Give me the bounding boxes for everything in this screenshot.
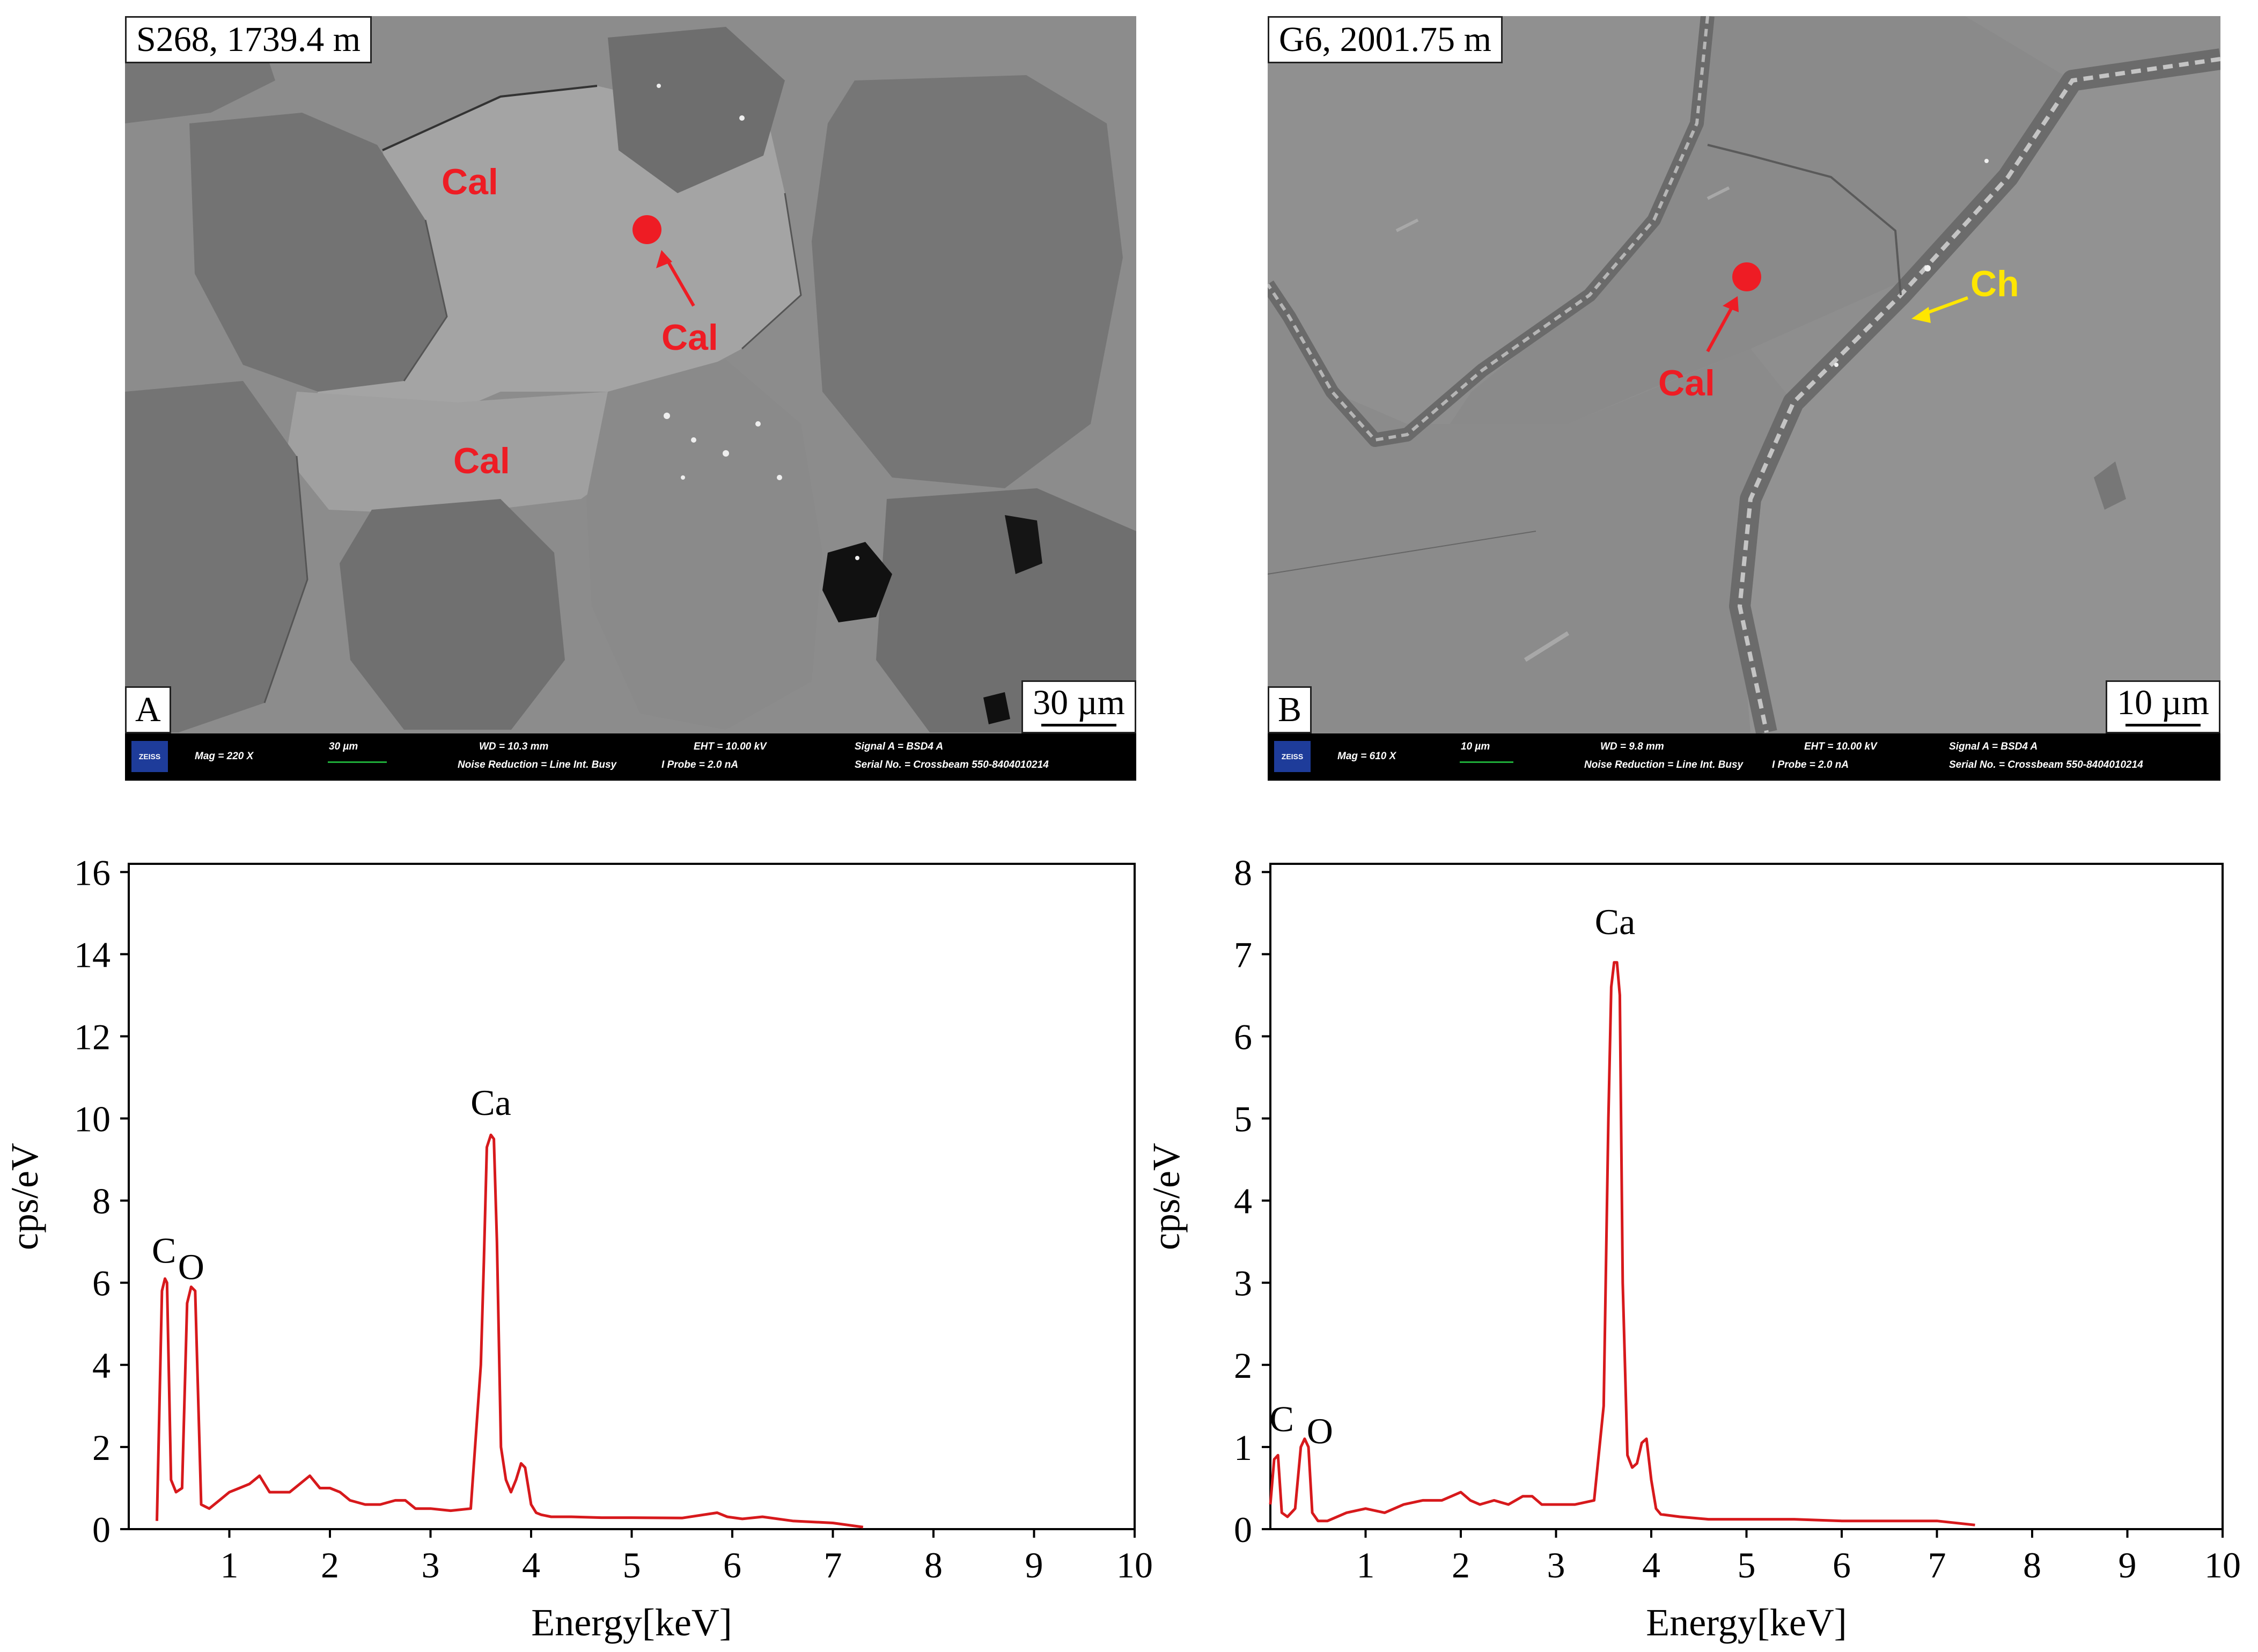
spectrum-line-b [1269,961,1975,1526]
y-tick-label-a: 16 [74,852,111,893]
signal-b: Signal A = BSD4 A [1949,741,2038,752]
scale-bar-b [2125,724,2201,726]
panel-letter-b: B [1268,686,1312,733]
y-tick-label-a: 4 [92,1345,111,1386]
sem-image-b: Cal Ch G6, 2001.75 m B 10 µm ZEISS Mag =… [1268,16,2220,781]
sample-title-b: G6, 2001.75 m [1268,16,1503,63]
y-tick-label-b: 8 [1234,852,1252,893]
scale-box-a: 30 µm [1021,680,1136,733]
x-tick-label-a: 8 [924,1545,943,1585]
bar-label-b: 10 µm [1461,741,1490,752]
scale-bar-a [1041,724,1117,726]
x-tick-label-b: 3 [1547,1545,1565,1585]
y-tick-label-a: 12 [74,1016,111,1057]
zeiss-logo-b: ZEISS [1274,741,1311,772]
x-tick-label-b: 10 [2204,1545,2241,1585]
scale-box-b: 10 µm [2106,680,2220,733]
sem-infobar-b: ZEISS Mag = 610 X 10 µm WD = 9.8 mm Nois… [1268,733,2220,781]
x-tick-label-b: 8 [2023,1545,2041,1585]
y-tick-label-a: 14 [74,934,111,975]
mag-a: Mag = 220 X [195,751,254,762]
plot-frame-b [1269,863,2224,1530]
label-cal-b: Cal [1658,363,1715,403]
y-tick-label-a: 2 [92,1427,111,1468]
x-axis-label-b: Energy[keV] [1646,1601,1847,1644]
x-tick-label-a: 9 [1025,1545,1043,1585]
label-cal-1: Cal [442,161,498,202]
peak-label-a-c: C [152,1230,176,1271]
x-tick-label-b: 1 [1357,1545,1375,1585]
y-tick-label-b: 3 [1234,1263,1252,1304]
x-tick-label-b: 5 [1738,1545,1756,1585]
peak-label-b-c: C [1270,1398,1294,1439]
plot-frame-a [128,863,1136,1530]
x-tick-label-b: 9 [2119,1545,2137,1585]
serial-a: Serial No. = Crossbeam 550-8404010214 [855,759,1049,770]
bar-label-a: 30 µm [329,741,358,752]
noise-a: Noise Reduction = Line Int. Busy [458,759,617,770]
y-axis-label-b: cps/eV [1145,1143,1188,1250]
scale-label-b: 10 µm [2117,683,2209,722]
peak-label-a-o: O [178,1246,204,1287]
y-tick-label-b: 4 [1234,1181,1252,1222]
y-axis-label-a: cps/eV [3,1143,46,1250]
zeiss-logo-a: ZEISS [131,741,168,772]
panel-letter-a: A [125,686,171,733]
eht-b: EHT = 10.00 kV [1804,741,1877,752]
y-tick-label-b: 6 [1234,1016,1252,1057]
x-tick-label-a: 1 [220,1545,239,1585]
x-tick-label-a: 7 [824,1545,842,1585]
x-tick-label-b: 6 [1833,1545,1851,1585]
noise-b: Noise Reduction = Line Int. Busy [1584,759,1744,770]
spectrum-line-a [156,1133,864,1529]
y-tick-label-b: 1 [1234,1427,1252,1468]
mini-scale-bar-b [1460,761,1513,763]
x-tick-label-b: 7 [1928,1545,1946,1585]
scale-label-a: 30 µm [1033,683,1125,722]
y-tick-label-a: 6 [92,1263,111,1304]
peak-label-b-o: O [1307,1411,1333,1451]
sample-title-a: S268, 1739.4 m [125,16,372,63]
y-tick-label-a: 0 [92,1509,111,1550]
eht-a: EHT = 10.00 kV [694,741,767,752]
y-tick-label-b: 7 [1234,934,1252,975]
x-axis-label-a: Energy[keV] [531,1601,732,1644]
wd-a: WD = 10.3 mm [479,741,549,752]
sem-infobar-a: ZEISS Mag = 220 X 30 µm WD = 10.3 mm Noi… [125,733,1136,781]
peak-label-b-ca: Ca [1595,901,1636,942]
sem-texture-b [1268,16,2220,781]
x-tick-label-a: 3 [422,1545,440,1585]
mag-b: Mag = 610 X [1337,751,1396,762]
x-tick-label-a: 4 [522,1545,540,1585]
sem-texture-a [125,16,1136,781]
label-cal-3: Cal [453,440,510,481]
mini-scale-bar-a [328,761,387,763]
y-tick-label-b: 2 [1234,1345,1252,1386]
y-tick-label-b: 5 [1234,1099,1252,1140]
x-tick-label-a: 2 [321,1545,339,1585]
sem-image-a: Cal Cal Cal S268, 1739.4 m A 30 µm ZEISS… [125,16,1136,781]
x-tick-label-a: 10 [1116,1545,1153,1585]
y-tick-label-b: 0 [1234,1509,1252,1550]
probe-b: I Probe = 2.0 nA [1772,759,1849,770]
x-tick-label-b: 2 [1452,1545,1470,1585]
wd-b: WD = 9.8 mm [1600,741,1664,752]
probe-a: I Probe = 2.0 nA [661,759,739,770]
x-tick-label-a: 6 [723,1545,741,1585]
label-ch-b: Ch [1970,263,2019,304]
y-tick-label-a: 10 [74,1099,111,1140]
x-tick-label-b: 4 [1642,1545,1660,1585]
label-cal-2: Cal [661,317,718,358]
serial-b: Serial No. = Crossbeam 550-8404010214 [1949,759,2143,770]
x-tick-label-a: 5 [623,1545,641,1585]
signal-a: Signal A = BSD4 A [855,741,944,752]
y-tick-label-a: 8 [92,1181,111,1222]
peak-label-a-ca: Ca [470,1082,511,1123]
